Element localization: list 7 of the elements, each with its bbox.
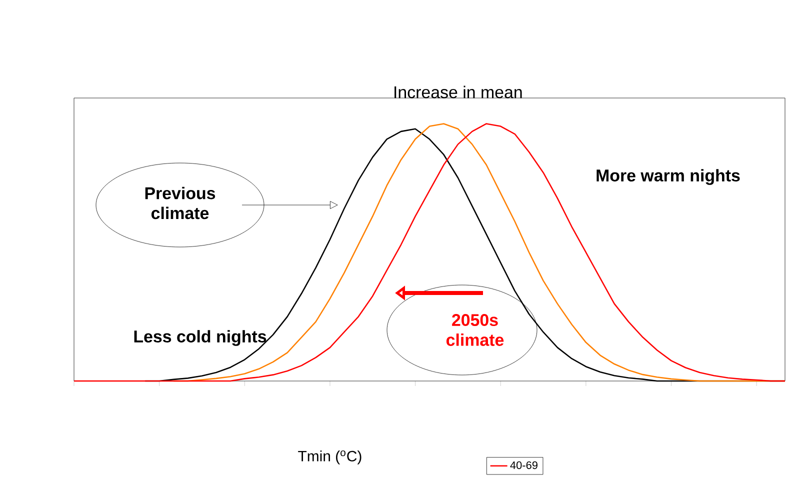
annotation: Less cold nights — [134, 330, 266, 346]
annotation: More warm nights — [596, 169, 740, 185]
x-axis-title: Tmin ($^{o}$C) — [298, 450, 362, 464]
chart-title: Increase in mean — [394, 86, 522, 98]
annotation: Previous climate — [145, 186, 216, 220]
annotation: 2050s climate — [446, 314, 504, 346]
legend-label: 40-69 — [510, 461, 538, 470]
